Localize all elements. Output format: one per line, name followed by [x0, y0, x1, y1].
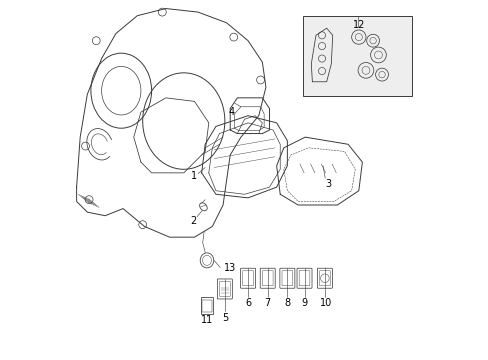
Text: 11: 11: [201, 315, 213, 325]
Text: 12: 12: [352, 19, 364, 30]
Text: 6: 6: [244, 298, 251, 308]
Text: 1: 1: [190, 171, 197, 181]
Bar: [303, 16, 411, 96]
Bar: [202, 300, 211, 312]
Text: 4: 4: [228, 107, 234, 117]
Text: 9: 9: [301, 298, 307, 308]
Text: 7: 7: [264, 298, 270, 308]
Text: 5: 5: [221, 312, 227, 323]
Text: 2: 2: [190, 216, 197, 226]
Text: 10: 10: [319, 298, 331, 308]
Text: 3: 3: [325, 179, 331, 189]
Text: 13: 13: [224, 262, 236, 273]
Bar: [200, 297, 213, 314]
Text: 8: 8: [284, 298, 290, 308]
